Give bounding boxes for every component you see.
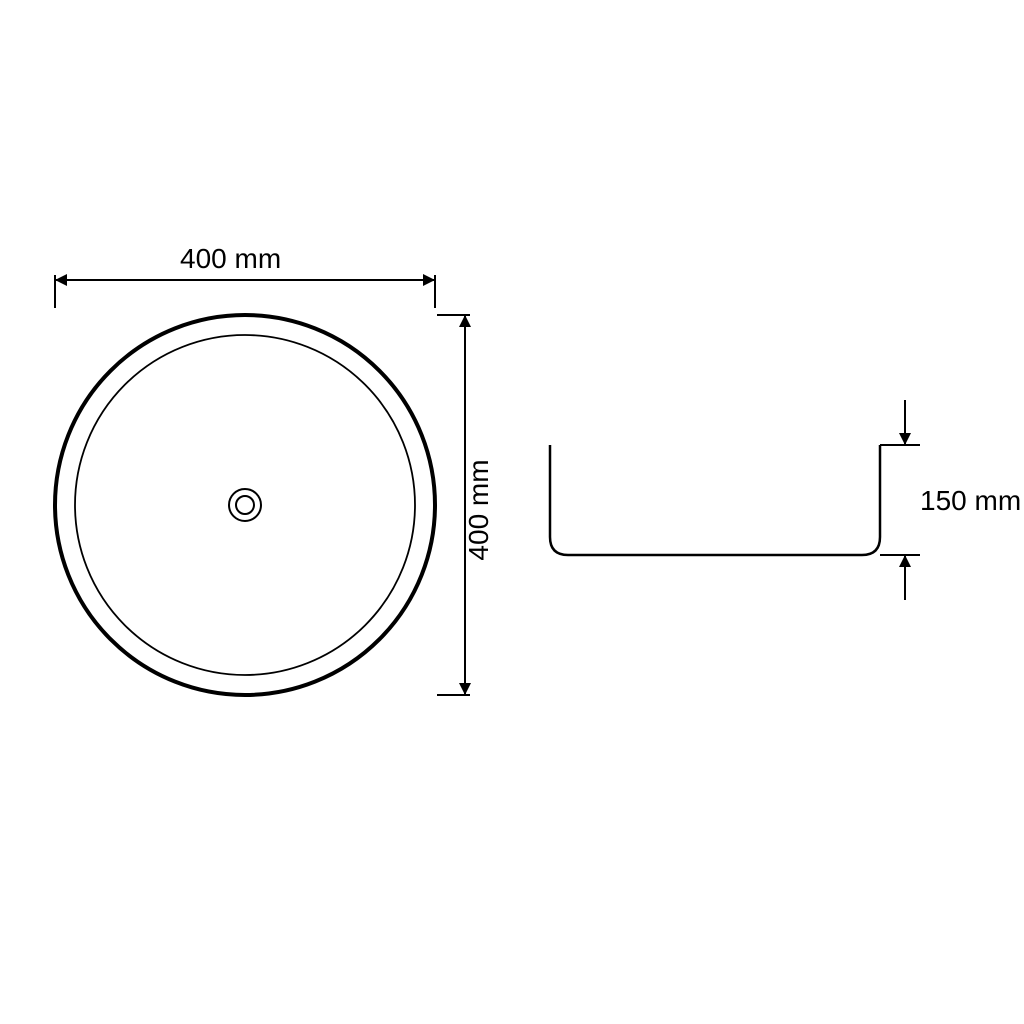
dim-label-side-height: 150 mm bbox=[920, 485, 1021, 516]
dim-label-width: 400 mm bbox=[180, 243, 281, 274]
drain-outer bbox=[229, 489, 261, 521]
top-view-outer-circle bbox=[55, 315, 435, 695]
side-view-profile bbox=[550, 445, 880, 555]
drain-inner bbox=[236, 496, 254, 514]
top-view-inner-circle bbox=[75, 335, 415, 675]
dim-label-height: 400 mm bbox=[463, 459, 494, 560]
